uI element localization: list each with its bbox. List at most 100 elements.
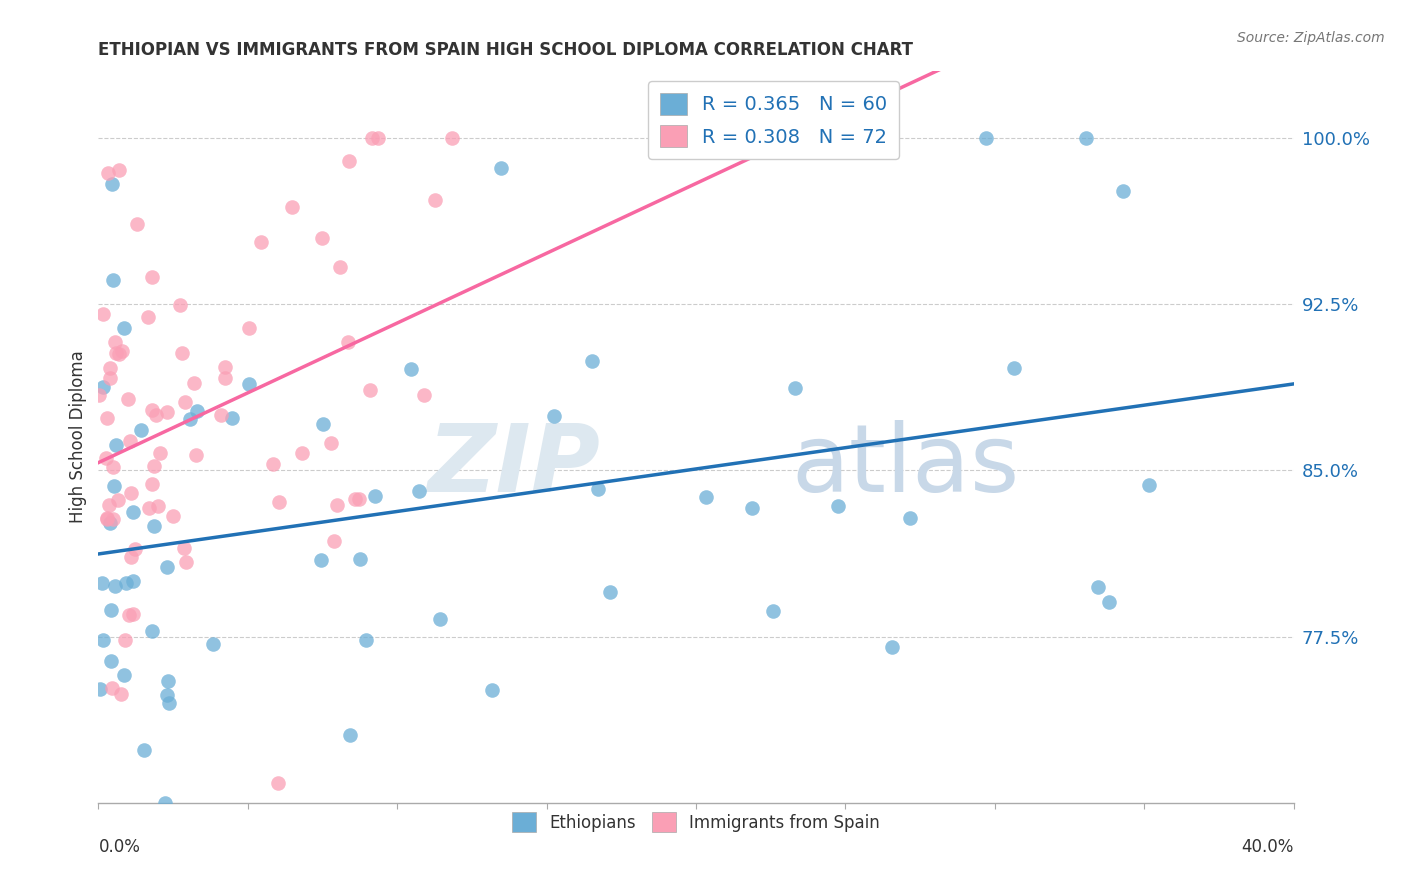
Point — [599, 585, 621, 599]
Point — [783, 381, 806, 395]
Point — [97, 498, 120, 512]
Point — [136, 310, 159, 324]
Point — [121, 574, 143, 588]
Point — [98, 371, 121, 385]
Point — [101, 177, 124, 191]
Point — [326, 498, 349, 512]
Text: ETHIOPIAN VS IMMIGRANTS FROM SPAIN HIGH SCHOOL DIPLOMA CORRELATION CHART: ETHIOPIAN VS IMMIGRANTS FROM SPAIN HIGH … — [98, 41, 914, 59]
Point — [104, 579, 127, 593]
Point — [120, 486, 142, 500]
Point — [108, 347, 131, 361]
Point — [100, 654, 122, 668]
Point — [1098, 595, 1121, 609]
Point — [103, 459, 125, 474]
Point — [761, 604, 783, 618]
Point — [364, 489, 387, 503]
Point — [581, 353, 603, 368]
Point — [89, 681, 111, 696]
Point — [1112, 184, 1135, 198]
Point — [112, 668, 135, 682]
Point — [96, 411, 118, 425]
Point — [100, 603, 122, 617]
Point — [111, 344, 134, 359]
Point — [94, 451, 117, 466]
Point — [312, 417, 335, 432]
Point — [361, 131, 384, 145]
Point — [143, 458, 166, 473]
Point — [1074, 131, 1097, 145]
Point — [120, 550, 142, 565]
Text: 40.0%: 40.0% — [1241, 838, 1294, 855]
Point — [103, 273, 125, 287]
Point — [148, 446, 170, 460]
Point — [440, 131, 463, 145]
Point — [132, 743, 155, 757]
Point — [291, 446, 314, 460]
Point — [122, 607, 145, 621]
Point — [209, 408, 232, 422]
Point — [423, 194, 446, 208]
Point — [250, 235, 273, 249]
Point — [98, 516, 121, 530]
Point — [401, 361, 423, 376]
Point — [141, 403, 163, 417]
Point — [110, 687, 132, 701]
Point — [337, 153, 360, 168]
Point — [238, 377, 260, 392]
Point — [156, 560, 179, 574]
Point — [186, 404, 208, 418]
Point — [413, 387, 436, 401]
Point — [174, 555, 197, 569]
Point — [156, 405, 179, 419]
Point — [214, 359, 236, 374]
Legend: Ethiopians, Immigrants from Spain: Ethiopians, Immigrants from Spain — [506, 805, 886, 838]
Point — [543, 409, 565, 423]
Point — [238, 321, 260, 335]
Point — [202, 637, 225, 651]
Point — [183, 376, 205, 391]
Point — [741, 501, 763, 516]
Point — [343, 491, 366, 506]
Point — [108, 162, 131, 177]
Point — [262, 457, 284, 471]
Point — [173, 541, 195, 555]
Point — [103, 479, 125, 493]
Point — [127, 217, 149, 231]
Point — [96, 512, 118, 526]
Point — [267, 494, 290, 508]
Point — [354, 633, 377, 648]
Point — [120, 434, 142, 448]
Point — [311, 231, 333, 245]
Point — [169, 298, 191, 312]
Point — [349, 552, 371, 566]
Point — [408, 483, 430, 498]
Y-axis label: High School Diploma: High School Diploma — [69, 351, 87, 524]
Point — [114, 576, 136, 591]
Point — [481, 682, 503, 697]
Point — [112, 321, 135, 335]
Point — [221, 411, 243, 425]
Point — [880, 640, 903, 654]
Point — [974, 131, 997, 145]
Point — [146, 499, 169, 513]
Point — [186, 448, 208, 462]
Point — [1087, 580, 1109, 594]
Point — [267, 775, 290, 789]
Point — [105, 438, 128, 452]
Point — [491, 161, 513, 176]
Point — [328, 260, 350, 274]
Point — [145, 408, 167, 422]
Point — [117, 392, 139, 406]
Point — [336, 335, 359, 350]
Point — [323, 534, 346, 549]
Point — [429, 612, 451, 626]
Point — [347, 491, 370, 506]
Point — [96, 510, 118, 524]
Point — [141, 624, 163, 638]
Point — [101, 681, 124, 695]
Point — [898, 510, 921, 524]
Point — [827, 499, 849, 513]
Point — [105, 345, 128, 359]
Point — [118, 607, 141, 622]
Text: 0.0%: 0.0% — [98, 838, 141, 855]
